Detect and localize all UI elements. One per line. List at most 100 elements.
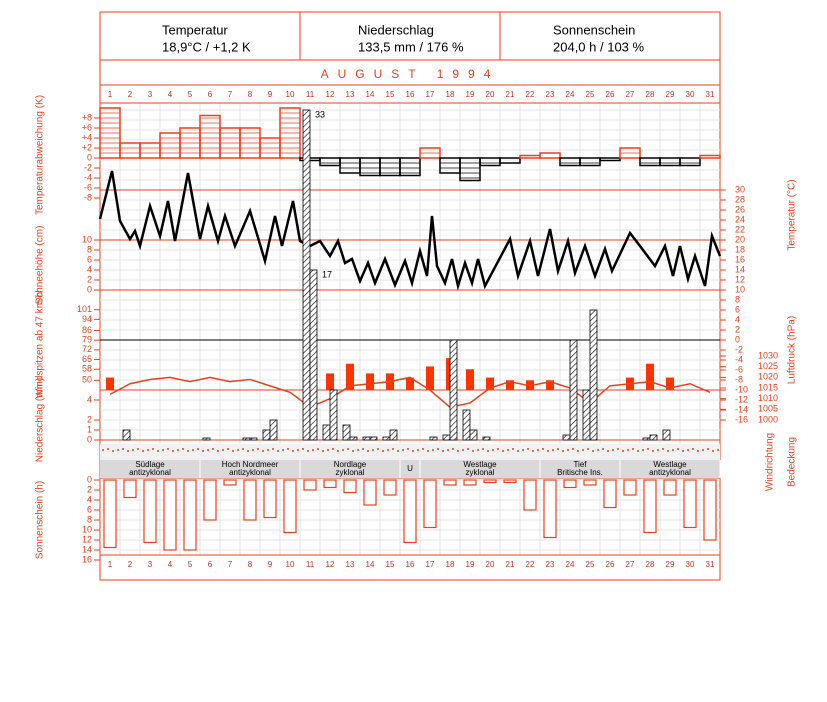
sun-bar: [503, 479, 517, 484]
sun-bar: [403, 479, 417, 544]
value-label: 17: [322, 269, 332, 279]
wind-dot: [277, 450, 279, 452]
day-label: 23: [546, 560, 555, 569]
y-tick-label: 20: [735, 234, 745, 244]
day-label: 19: [466, 90, 475, 99]
y-tick-label: 24: [735, 214, 745, 224]
wind-dot: [687, 449, 689, 451]
side-label: Bedeckung: [787, 437, 798, 487]
day-label: 16: [406, 90, 415, 99]
y-tick-label: 10: [82, 234, 92, 244]
day-label: 10: [286, 560, 295, 569]
day-label: 15: [386, 560, 395, 569]
wind-dot: [257, 448, 259, 450]
deviation-bar: [639, 157, 661, 167]
wind-dot: [152, 448, 154, 450]
y-tick-label: -14: [735, 404, 748, 414]
deviation-bar: [99, 107, 121, 159]
day-label: 7: [228, 560, 233, 569]
wind-dot: [612, 449, 614, 451]
day-label: 17: [426, 90, 435, 99]
wind-dot: [207, 449, 209, 451]
sun-bar: [123, 479, 137, 499]
regime-label: U: [407, 464, 413, 473]
wind-dot: [657, 449, 659, 451]
sun-bar: [143, 479, 157, 544]
sun-bar: [343, 479, 357, 494]
sun-bar: [463, 479, 477, 486]
sun-bar: [263, 479, 277, 519]
y-tick-label: 2: [87, 274, 92, 284]
day-label: 11: [306, 560, 315, 569]
header-value: 133,5 mm / 176 %: [358, 39, 464, 54]
wind-dot: [552, 449, 554, 451]
day-label: 12: [326, 90, 335, 99]
wind-dot: [292, 450, 294, 452]
wind-dot: [702, 449, 704, 451]
sun-bar: [623, 479, 637, 496]
y-tick-label: 10: [735, 284, 745, 294]
wind-dot: [187, 450, 189, 452]
wind-dot: [237, 449, 239, 451]
day-label: 28: [646, 90, 655, 99]
wind-dot: [352, 450, 354, 452]
day-label: 8: [248, 560, 253, 569]
axis-title: Temperatur (°C): [787, 179, 798, 250]
wind-dot: [127, 450, 129, 452]
precip-bar: [582, 389, 591, 441]
wind-dot: [692, 448, 694, 450]
y-tick-label: -8: [735, 374, 743, 384]
wind-dot: [637, 450, 639, 452]
deviation-bar: [659, 157, 681, 167]
precip-bar: [342, 424, 351, 441]
wind-dot: [212, 448, 214, 450]
day-label: 25: [586, 560, 595, 569]
y-tick-label: 1015: [758, 382, 778, 392]
day-label: 18: [446, 90, 455, 99]
axis-title: Windspitzen ab 47 km/h: [35, 292, 46, 399]
wind-dot: [347, 448, 349, 450]
day-label: 3: [148, 90, 153, 99]
wind-dot: [372, 449, 374, 451]
precip-bar: [649, 434, 658, 441]
wind-dot: [537, 449, 539, 451]
regime-label: antizyklonal: [649, 468, 691, 477]
regime-label: Nordlage: [334, 460, 367, 469]
day-label: 2: [128, 90, 133, 99]
day-label: 17: [426, 560, 435, 569]
y-tick-label: +6: [82, 122, 92, 132]
bar: [326, 373, 334, 390]
sun-bar: [303, 479, 317, 491]
wind-dot: [412, 450, 414, 452]
regime-label: antizyklonal: [129, 468, 171, 477]
y-tick-label: 12: [735, 274, 745, 284]
wind-dot: [137, 448, 139, 450]
wind-dot: [107, 448, 109, 450]
wind-dot: [582, 449, 584, 451]
sun-bar: [543, 479, 557, 539]
regime-label: Westlage: [653, 460, 687, 469]
day-label: 26: [606, 560, 615, 569]
wind-dot: [142, 450, 144, 452]
wind-dot: [202, 450, 204, 452]
sun-bar: [603, 479, 617, 509]
deviation-bar: [399, 157, 421, 177]
precip-bar: [322, 424, 331, 441]
axis-title: Sonnenschein (h): [35, 481, 46, 559]
wind-dot: [407, 448, 409, 450]
wind-dot: [472, 450, 474, 452]
precip-bar: [589, 309, 598, 441]
precip-bar: [122, 429, 131, 441]
y-tick-label: 6: [87, 254, 92, 264]
y-tick-label: 8: [87, 244, 92, 254]
sun-bar: [563, 479, 577, 489]
y-tick-label: 30: [735, 184, 745, 194]
y-tick-label: 4: [735, 314, 740, 324]
wind-dot: [547, 450, 549, 452]
day-label: 30: [686, 90, 695, 99]
deviation-bar: [459, 157, 481, 182]
y-tick-label: 1010: [758, 393, 778, 403]
wind-dot: [517, 450, 519, 452]
line: [109, 376, 711, 409]
